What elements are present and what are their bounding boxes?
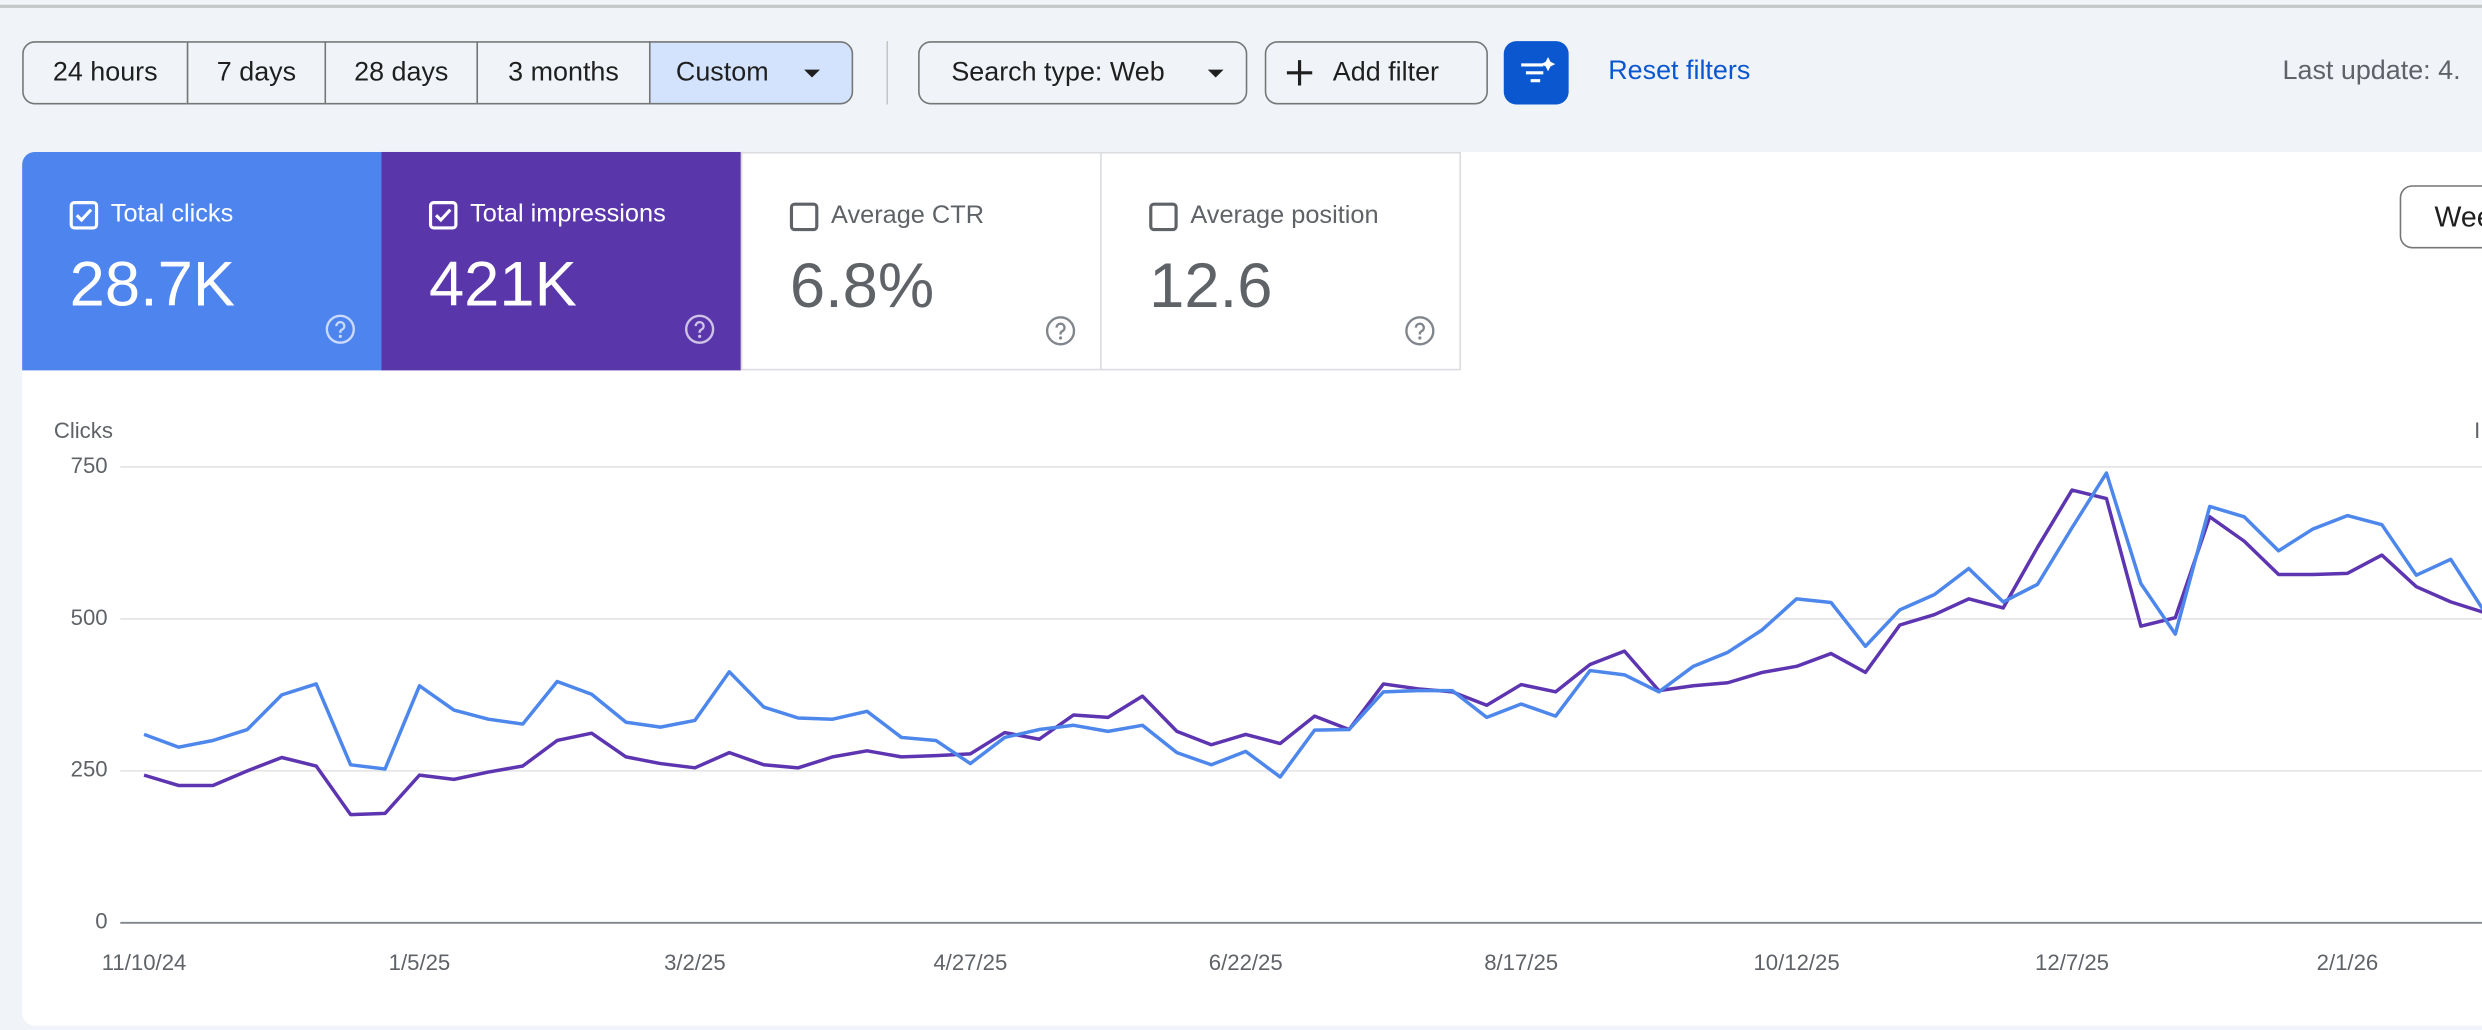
checkbox-checked — [428, 201, 458, 230]
last-update: Last update: 4. — [2282, 55, 2461, 86]
y2-axis-title: I — [2474, 418, 2480, 443]
metric-card[interactable]: Total clicks 28.7K — [22, 151, 384, 371]
x-tick-label: 3/2/25 — [664, 950, 726, 975]
series-line — [143, 471, 2482, 779]
metric-value: 421K — [428, 250, 577, 320]
help-icon[interactable] — [324, 313, 356, 345]
x-tick-label: 6/22/25 — [1209, 950, 1283, 975]
x-tick-label: 1/5/25 — [389, 950, 451, 975]
checkbox — [1149, 202, 1178, 232]
label: Wee — [2434, 200, 2482, 232]
label: 7 days — [216, 56, 297, 88]
label: 3 months — [508, 56, 619, 88]
metric-card[interactable]: Average CTR 6.8% — [740, 151, 1102, 371]
label: 28 days — [354, 56, 449, 88]
label: Add filter — [1332, 56, 1440, 88]
metric-card[interactable]: Average position 12.6 — [1100, 151, 1462, 371]
help-icon[interactable] — [1045, 315, 1077, 347]
checkbox-checked — [69, 201, 99, 230]
y-tick-label: 750 — [71, 453, 108, 478]
filter-icon — [1521, 56, 1556, 83]
add-filter-button[interactable]: Add filter — [1264, 41, 1488, 105]
metric-label: Average position — [1190, 202, 1379, 230]
series-line — [143, 488, 2482, 817]
y-tick-label: 500 — [71, 605, 108, 630]
metric-label: Total clicks — [110, 201, 234, 228]
label: Custom — [675, 56, 769, 88]
x-tick-label: 4/27/25 — [933, 950, 1007, 975]
label: 24 hours — [52, 56, 158, 88]
range-button-selected[interactable]: Custom — [648, 41, 854, 105]
metric-label: Average CTR — [831, 202, 984, 230]
x-tick-label: 12/7/25 — [2035, 950, 2109, 975]
help-icon[interactable] — [1404, 315, 1436, 347]
dropdown-arrow — [804, 69, 820, 78]
separator — [886, 41, 889, 105]
plus-icon — [1286, 60, 1313, 86]
search-type-button[interactable]: Search type: Web — [918, 41, 1248, 105]
checkbox — [789, 202, 819, 232]
reset-filters-link[interactable]: Reset filters — [1608, 55, 1751, 86]
y-tick-label: 250 — [71, 757, 108, 782]
view-button[interactable]: Wee — [2399, 185, 2482, 249]
dropdown-arrow — [1207, 69, 1224, 78]
filter-icon-button[interactable] — [1503, 41, 1569, 105]
metric-value: 28.7K — [69, 250, 236, 320]
range-button[interactable]: 28 days — [324, 41, 479, 105]
x-tick-label: 11/10/24 — [102, 950, 187, 975]
metric-label: Total impressions — [470, 201, 666, 228]
divider — [0, 4, 2482, 8]
y-axis-title: Clicks — [54, 418, 113, 443]
metric-value: 6.8% — [789, 251, 935, 322]
range-button[interactable]: 3 months — [476, 41, 651, 105]
y-tick-label: 0 — [95, 909, 107, 934]
metric-card[interactable]: Total impressions 421K — [381, 151, 743, 371]
metric-value: 12.6 — [1149, 251, 1273, 322]
help-icon[interactable] — [684, 313, 716, 345]
x-tick-label: 8/17/25 — [1484, 950, 1558, 975]
label: Search type: Web — [951, 56, 1165, 88]
x-tick-label: 10/12/25 — [1753, 950, 1839, 975]
range-button[interactable]: 24 hours — [22, 41, 189, 105]
x-tick-label: 2/1/26 — [2317, 950, 2379, 975]
